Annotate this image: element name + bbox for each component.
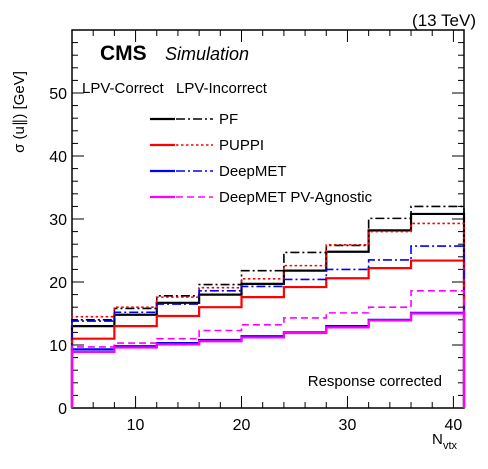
energy-label: (13 TeV)	[412, 11, 476, 30]
y-axis-label-text: σ (u∥) [GeV]	[11, 71, 28, 153]
x-axis-label-sub: vtx	[443, 440, 458, 452]
x-tick-label: 40	[445, 417, 463, 434]
series-line-deepmet-lpv-incorrect	[71, 245, 465, 408]
series-line-puppi-lpv-incorrect	[71, 222, 465, 408]
legend-label: PF	[219, 111, 238, 128]
y-axis-label: σ (u∥) [GeV]	[11, 71, 28, 153]
y-tick-label: 20	[49, 275, 67, 292]
y-tick-label: 50	[49, 86, 67, 103]
simulation-label: Simulation	[165, 44, 249, 64]
series-group	[70, 205, 466, 408]
legend-label: PUPPI	[219, 137, 264, 154]
x-tick-label: 20	[233, 417, 251, 434]
series-line-deepmet-pv-agnostic-lpv-correct	[70, 312, 466, 408]
experiment-label: CMS	[100, 42, 147, 65]
series-line-pf-lpv-correct	[70, 212, 466, 408]
y-tick-label: 40	[49, 149, 67, 166]
axes: 0 10 20 30 40 50 10 20 30 40	[49, 30, 464, 434]
series-line-pf-lpv-incorrect	[71, 205, 465, 408]
legend: PF PUPPI DeepMET DeepMET PV-Agnostic	[150, 111, 373, 206]
legend-label: DeepMET PV-Agnostic	[219, 189, 373, 206]
y-tick-label: 10	[49, 338, 67, 355]
legend-header-incorrect: LPV-Incorrect	[176, 80, 268, 97]
y-tick-label: 30	[49, 212, 67, 229]
legend-header-correct: LPV-Correct	[82, 80, 165, 97]
series-line-puppi-lpv-correct	[70, 259, 466, 408]
response-corrected-note: Response corrected	[308, 373, 442, 390]
legend-label: DeepMET	[219, 163, 287, 180]
x-axis-label: N	[432, 431, 443, 448]
x-tick-label: 10	[127, 417, 145, 434]
series-line-deepmet-pv-agnostic-lpv-incorrect	[71, 290, 465, 408]
y-tick-label: 0	[58, 401, 67, 418]
x-tick-label: 30	[339, 417, 357, 434]
